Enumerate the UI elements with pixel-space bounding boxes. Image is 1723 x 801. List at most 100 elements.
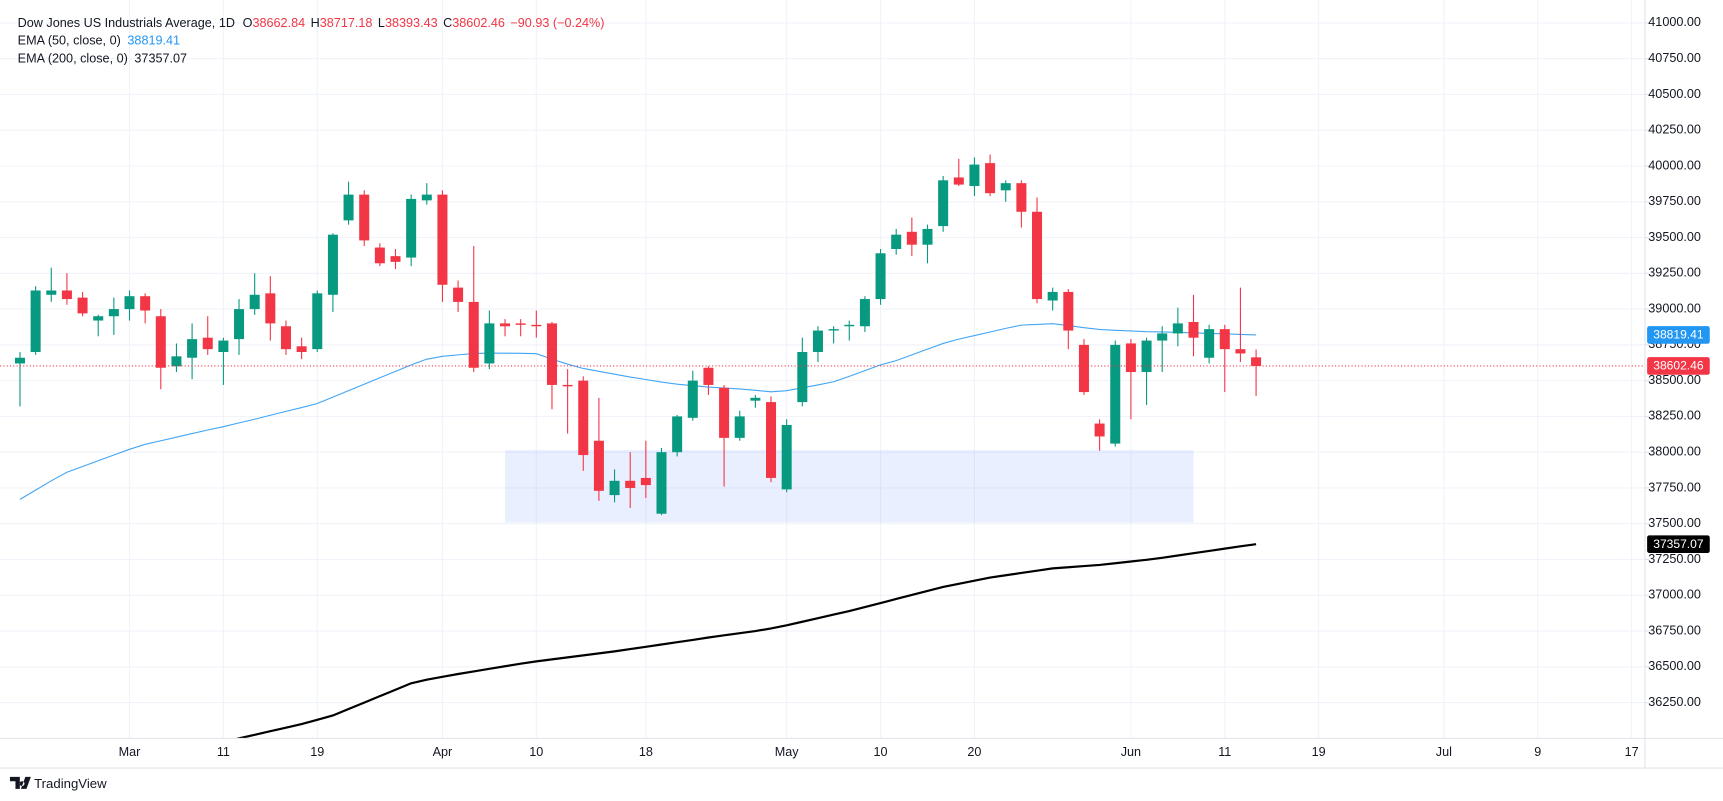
candle-body xyxy=(202,337,213,350)
candle-body xyxy=(687,380,698,418)
candle-body xyxy=(500,323,511,327)
candle-body xyxy=(1094,423,1105,437)
candle-body xyxy=(30,290,41,353)
legend: Dow Jones US Industrials Average, 1D O386… xyxy=(18,17,605,66)
candle-body xyxy=(531,324,542,327)
candle-body xyxy=(1172,323,1183,334)
y-tick-label: 41000.00 xyxy=(1648,15,1701,29)
brand-name: TradingView xyxy=(34,776,107,791)
candle-body xyxy=(406,198,417,258)
candle-body xyxy=(46,290,57,295)
price-badge xyxy=(1647,326,1710,344)
x-tick-label: 9 xyxy=(1534,745,1541,759)
y-tick-label: 37750.00 xyxy=(1648,480,1701,494)
candle-body xyxy=(953,177,964,185)
candle-body xyxy=(1078,344,1089,393)
candle-body xyxy=(171,356,182,367)
y-tick-label: 36750.00 xyxy=(1648,623,1701,637)
x-tick-label: 11 xyxy=(1218,745,1231,759)
x-tick-label: May xyxy=(775,745,800,759)
indicator-legend: EMA (50, close, 0) 38819.41 xyxy=(18,34,180,48)
price-badge-label: 37357.07 xyxy=(1653,537,1704,551)
candle-body xyxy=(359,194,370,241)
candle-body xyxy=(969,164,980,187)
symbol-title: Dow Jones US Industrials Average, 1D xyxy=(18,17,235,31)
x-tick-label: 18 xyxy=(639,745,653,759)
candle-body xyxy=(140,296,151,311)
indicator-name: EMA (50, close, 0) xyxy=(18,34,121,48)
candle-body xyxy=(374,247,385,264)
candle-body xyxy=(672,416,683,453)
y-tick-label: 40750.00 xyxy=(1648,51,1701,65)
y-tick-label: 38250.00 xyxy=(1648,409,1701,423)
candle-body xyxy=(1204,329,1215,358)
candle-body xyxy=(1219,329,1230,350)
candle-body xyxy=(875,253,886,300)
ohlc-value: 38602.46 xyxy=(452,17,505,31)
candle-body xyxy=(1235,349,1246,354)
candle-body xyxy=(265,293,276,324)
x-tick-label: 10 xyxy=(529,745,543,759)
brand: TradingView xyxy=(9,776,107,791)
price-badge xyxy=(1647,535,1710,553)
candle-body xyxy=(343,194,354,221)
candle-body xyxy=(703,367,714,385)
candle-body xyxy=(1188,321,1199,338)
y-tick-label: 40250.00 xyxy=(1648,123,1701,137)
x-tick-label: Jul xyxy=(1436,745,1452,759)
candle-body xyxy=(719,387,730,438)
price-badge-label: 38819.41 xyxy=(1653,328,1704,342)
highlight-zone xyxy=(505,450,1194,523)
indicator-name: EMA (200, close, 0) xyxy=(18,52,128,66)
candle-body xyxy=(93,316,104,321)
ohlc-letter: L xyxy=(378,17,385,31)
x-tick-label: Apr xyxy=(433,745,453,759)
candle-body xyxy=(1110,344,1121,444)
candle-body xyxy=(515,323,526,325)
ohlc-letter: C xyxy=(443,17,452,31)
candle-body xyxy=(656,452,667,514)
candle-body xyxy=(155,316,166,368)
y-tick-label: 39500.00 xyxy=(1648,230,1701,244)
candle-body xyxy=(14,357,25,364)
candle-body xyxy=(828,329,839,331)
candle-body xyxy=(280,326,291,350)
candle-body xyxy=(1141,340,1152,373)
candle-body xyxy=(1032,211,1043,300)
indicator-value: 38819.41 xyxy=(127,34,180,48)
candle-body xyxy=(1157,333,1168,341)
candle-body xyxy=(766,402,777,478)
y-tick-label: 36500.00 xyxy=(1648,659,1701,673)
candle-body xyxy=(640,477,651,486)
y-tick-label: 38500.00 xyxy=(1648,373,1701,387)
ema-line xyxy=(19,323,1257,500)
y-tick-label: 37500.00 xyxy=(1648,516,1701,530)
change: −90.93 (−0.24%) xyxy=(510,17,604,31)
y-tick-label: 40000.00 xyxy=(1648,158,1701,172)
candle-body xyxy=(390,256,401,262)
candle-body xyxy=(906,231,917,245)
candle-body xyxy=(327,234,338,295)
ohlc-letter: O xyxy=(243,17,253,31)
candle-body xyxy=(484,323,495,364)
x-tick-label: 17 xyxy=(1625,745,1639,759)
candle-body xyxy=(453,287,464,302)
candle-body xyxy=(922,228,933,245)
candle-body xyxy=(546,323,557,385)
candle-body xyxy=(562,384,573,387)
candle-body xyxy=(938,180,949,227)
candle-body xyxy=(734,416,745,438)
price-badge xyxy=(1647,357,1710,375)
candle-body xyxy=(985,163,996,194)
y-tick-label: 39750.00 xyxy=(1648,194,1701,208)
ohlc-value: 38662.84 xyxy=(252,17,305,31)
plot-area xyxy=(0,154,1645,739)
brand-logo xyxy=(9,776,31,789)
candle-body xyxy=(578,380,589,456)
header-line: Dow Jones US Industrials Average, 1D O386… xyxy=(18,17,605,31)
y-tick-label: 39250.00 xyxy=(1648,266,1701,280)
candle-body xyxy=(218,340,229,353)
candle-body xyxy=(609,480,620,496)
